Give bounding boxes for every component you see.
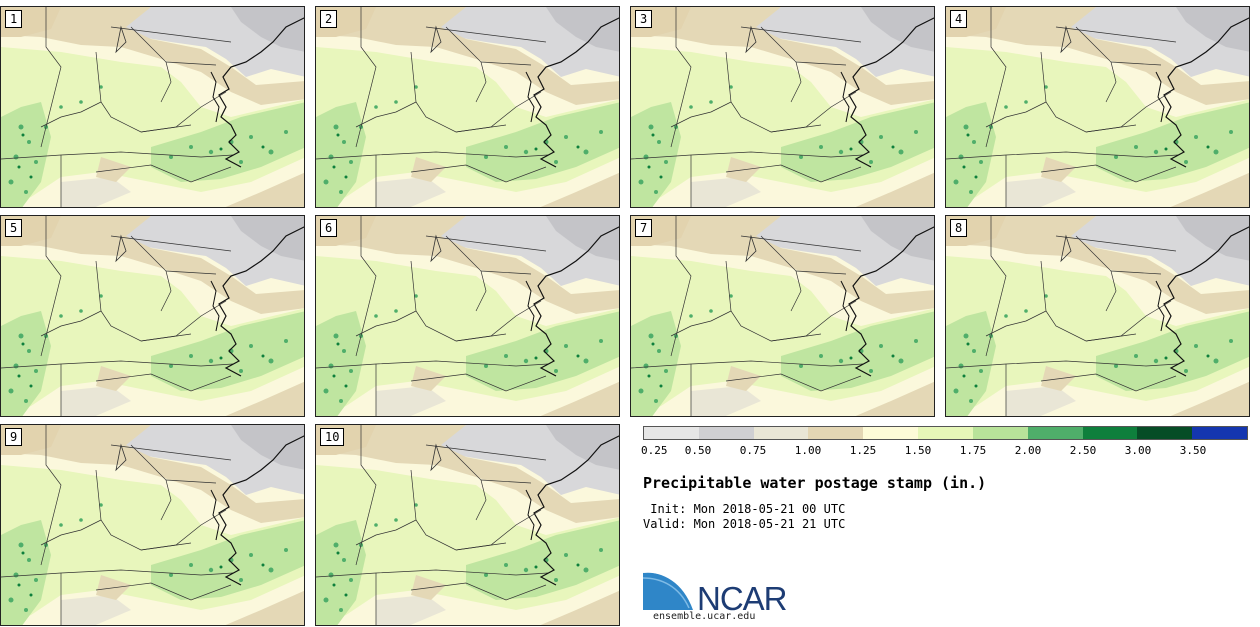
panel-label: 8 xyxy=(950,219,968,237)
time-info: Init: Mon 2018-05-21 00 UTC Valid: Mon 2… xyxy=(643,502,845,532)
legend-ticks: 0.25 0.50 0.75 1.00 1.25 1.50 1.75 2.00 2.50 3.00… xyxy=(641,444,1248,458)
legend-swatch xyxy=(1137,427,1193,439)
legend-tick-label: 0.25 xyxy=(641,444,668,457)
legend-tick-label: 1.50 xyxy=(904,444,932,457)
ensemble-url: ensemble.ucar.edu xyxy=(653,611,756,622)
legend-swatch xyxy=(753,427,809,439)
map-panel-3: 3 xyxy=(630,6,935,208)
figure-title: Precipitable water postage stamp (in.) xyxy=(643,474,987,492)
panel-label: 3 xyxy=(635,10,653,28)
map-panel-8: 8 xyxy=(945,215,1250,417)
legend-swatch xyxy=(918,427,973,439)
precip-water-map xyxy=(631,7,934,207)
legend-swatch xyxy=(698,427,754,439)
legend-swatch xyxy=(1192,427,1247,439)
ncar-logo-text: NCAR xyxy=(697,580,788,617)
map-panel-2: 2 xyxy=(315,6,620,208)
map-panel-6: 6 xyxy=(315,215,620,417)
color-legend xyxy=(643,426,1248,440)
precip-water-map xyxy=(1,425,304,625)
legend-swatch xyxy=(863,427,919,439)
legend-tick-label: 0.50 xyxy=(684,444,712,457)
map-panel-4: 4 xyxy=(945,6,1250,208)
precip-water-map xyxy=(316,425,619,625)
panel-label: 2 xyxy=(320,10,338,28)
map-panel-7: 7 xyxy=(630,215,935,417)
map-panel-1: 1 xyxy=(0,6,305,208)
precip-water-map xyxy=(946,216,1249,416)
map-panel-5: 5 xyxy=(0,215,305,417)
legend-tick-label: 1.00 xyxy=(794,444,822,457)
legend-tick-label: 2.50 xyxy=(1069,444,1097,457)
panel-label: 6 xyxy=(320,219,338,237)
init-time: Init: Mon 2018-05-21 00 UTC xyxy=(643,502,846,516)
legend-tick-label: 3.00 xyxy=(1124,444,1152,457)
panel-label: 10 xyxy=(320,428,345,446)
precip-water-map xyxy=(1,216,304,416)
legend-tick-label: 1.25 xyxy=(849,444,877,457)
map-panel-9: 9 xyxy=(0,424,305,626)
panel-label: 7 xyxy=(635,219,653,237)
panel-label: 4 xyxy=(950,10,968,28)
legend-tick-label: 3.50 xyxy=(1179,444,1207,457)
precip-water-map xyxy=(316,7,619,207)
legend-tick-label: 2.00 xyxy=(1014,444,1042,457)
precip-water-map xyxy=(316,216,619,416)
map-panel-10: 10 xyxy=(315,424,620,626)
legend-swatch xyxy=(1082,427,1138,439)
panel-label: 1 xyxy=(5,10,23,28)
precip-water-map xyxy=(1,7,304,207)
legend-swatch xyxy=(808,427,864,439)
legend-tick-label: 0.75 xyxy=(739,444,767,457)
legend-swatch xyxy=(972,427,1028,439)
legend-swatch xyxy=(644,427,699,439)
legend-tick-label: 1.75 xyxy=(959,444,987,457)
panel-label: 5 xyxy=(5,219,23,237)
precip-water-map xyxy=(946,7,1249,207)
panel-label: 9 xyxy=(5,428,23,446)
ncar-logo-icon xyxy=(643,570,696,610)
valid-time: Valid: Mon 2018-05-21 21 UTC xyxy=(643,517,846,531)
precip-water-map xyxy=(631,216,934,416)
legend-swatch xyxy=(1027,427,1083,439)
